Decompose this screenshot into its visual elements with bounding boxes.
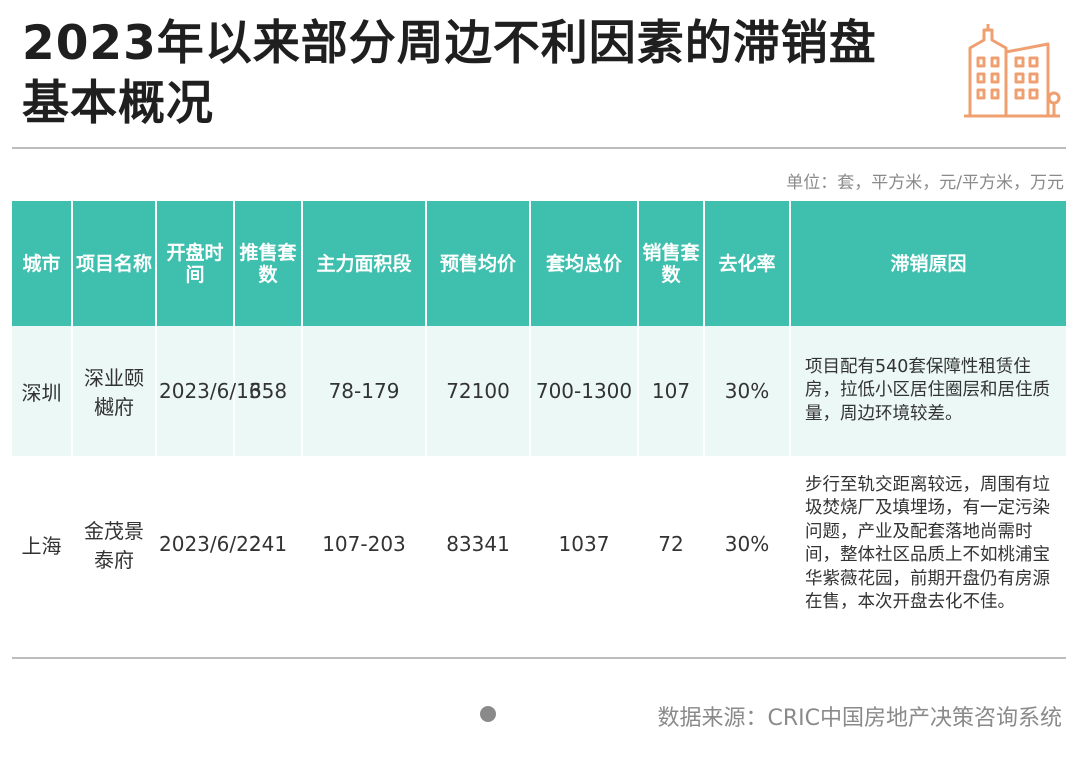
header-city: 城市: [12, 201, 73, 326]
bottom-divider: [12, 657, 1066, 659]
data-source: 数据来源：CRIC中国房地产决策咨询系统: [657, 706, 1063, 731]
bullet-dot: [480, 706, 496, 722]
table-header-row: 城市 项目名称 开盘时间 推售套数 主力面积段 预售均价 套均总价 销售套数 去…: [12, 201, 1066, 326]
top-divider: [12, 147, 1066, 149]
cell-avg-total-price: 700-1300: [530, 326, 639, 456]
cell-absorption-rate: 30%: [704, 456, 791, 632]
cell-reason: 项目配有540套保障性租赁住房，拉低小区居住圈层和居住质量，周边环境较差。: [790, 326, 1066, 456]
page-title: 2023年以来部分周边不利因素的滞销盘基本概况: [22, 16, 877, 131]
header-project: 项目名称: [72, 201, 157, 326]
cell-open-date: 2023/6/16: [156, 326, 262, 456]
cell-units-launched: 358: [234, 326, 303, 456]
cell-units-launched: 241: [234, 456, 303, 632]
cell-reason: 步行至轨交距离较远，周围有垃圾焚烧厂及填埋场，有一定污染问题，产业及配套落地尚需…: [790, 456, 1066, 632]
cell-units-sold: 107: [638, 326, 705, 456]
header-absorption-rate: 去化率: [704, 201, 791, 326]
header-open-date: 开盘时间: [156, 201, 235, 326]
unsold-projects-table: 城市 项目名称 开盘时间 推售套数 主力面积段 预售均价 套均总价 销售套数 去…: [12, 201, 1066, 632]
cell-project: 深业颐樾府: [72, 326, 157, 456]
cell-avg-price: 83341: [426, 456, 531, 632]
header-avg-total-price: 套均总价: [530, 201, 639, 326]
cell-open-date: 2023/6/22: [156, 456, 262, 632]
header-avg-price: 预售均价: [426, 201, 531, 326]
cell-city: 上海: [12, 456, 73, 632]
cell-project: 金茂景泰府: [72, 456, 157, 632]
building-icon: [962, 22, 1062, 122]
header-units-sold: 销售套数: [638, 201, 705, 326]
cell-area-range: 78-179: [302, 326, 427, 456]
header-area-range: 主力面积段: [302, 201, 427, 326]
table-row: 深圳 深业颐樾府 2023/6/16 358 78-179 72100 700-…: [12, 326, 1066, 456]
cell-city: 深圳: [12, 326, 73, 456]
cell-absorption-rate: 30%: [704, 326, 791, 456]
header-units-launched: 推售套数: [234, 201, 303, 326]
table-row: 上海 金茂景泰府 2023/6/22 241 107-203 83341 103…: [12, 456, 1066, 632]
cell-area-range: 107-203: [302, 456, 427, 632]
header-reason: 滞销原因: [790, 201, 1066, 326]
cell-avg-total-price: 1037: [530, 456, 639, 632]
unit-note: 单位：套，平方米，元/平方米，万元: [786, 173, 1064, 193]
cell-avg-price: 72100: [426, 326, 531, 456]
cell-units-sold: 72: [638, 456, 705, 632]
